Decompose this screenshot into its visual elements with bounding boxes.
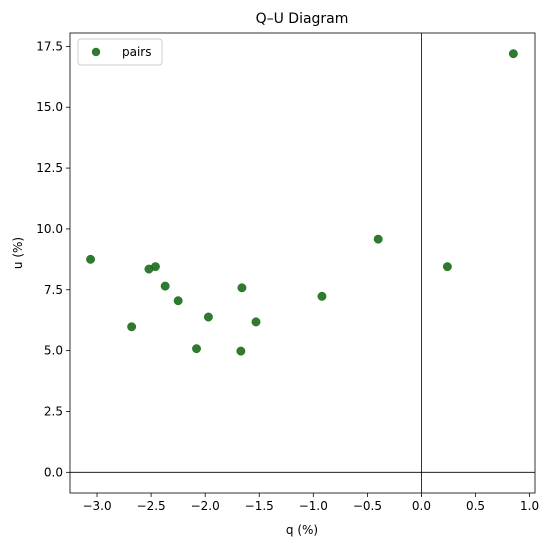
y-tick-label: 0.0 [44, 465, 63, 479]
plot-area: −3.0 −2.5 −2.0 −1.5 −1.0 −0.5 0.0 0.5 1.0 0.0 2.5 5… [36, 32, 539, 513]
y-axis-label: u (%) [11, 237, 25, 269]
x-tick-label: −2.5 [137, 499, 166, 513]
data-point [173, 296, 183, 306]
y-tick-label: 7.5 [44, 283, 63, 297]
data-point [237, 283, 247, 293]
x-tick-label: −1.0 [299, 499, 328, 513]
x-tick-label: −1.5 [245, 499, 274, 513]
data-point [150, 262, 160, 272]
data-point [236, 346, 246, 356]
data-point [251, 317, 261, 327]
data-point [442, 262, 452, 272]
data-point [373, 234, 383, 244]
y-tick-label: 10.0 [36, 222, 63, 236]
chart-title: Q–U Diagram [256, 11, 349, 27]
x-tick-label: −0.5 [353, 499, 382, 513]
y-tick-label: 17.5 [36, 39, 63, 53]
y-tick-label: 15.0 [36, 100, 63, 114]
x-tick-label: −2.0 [191, 499, 220, 513]
data-point [317, 291, 327, 301]
x-axis-label: q (%) [286, 523, 318, 537]
data-point [203, 312, 213, 322]
data-point [127, 322, 137, 332]
axes-frame [69, 32, 536, 494]
data-point [508, 49, 518, 59]
x-tick-label: 0.0 [412, 499, 431, 513]
y-tick-label: 12.5 [36, 161, 63, 175]
legend-marker [91, 47, 101, 57]
data-point [86, 254, 95, 264]
data-point [192, 344, 201, 354]
legend-box [77, 38, 163, 66]
y-tick-label: 5.0 [44, 344, 63, 358]
data-point [160, 281, 170, 291]
legend-label: pairs [122, 45, 152, 59]
y-tick-label: 2.5 [44, 404, 63, 418]
x-tick-label: −3.0 [82, 499, 111, 513]
x-tick-label: 0.5 [466, 499, 485, 513]
x-tick-label: 1.0 [520, 499, 539, 513]
